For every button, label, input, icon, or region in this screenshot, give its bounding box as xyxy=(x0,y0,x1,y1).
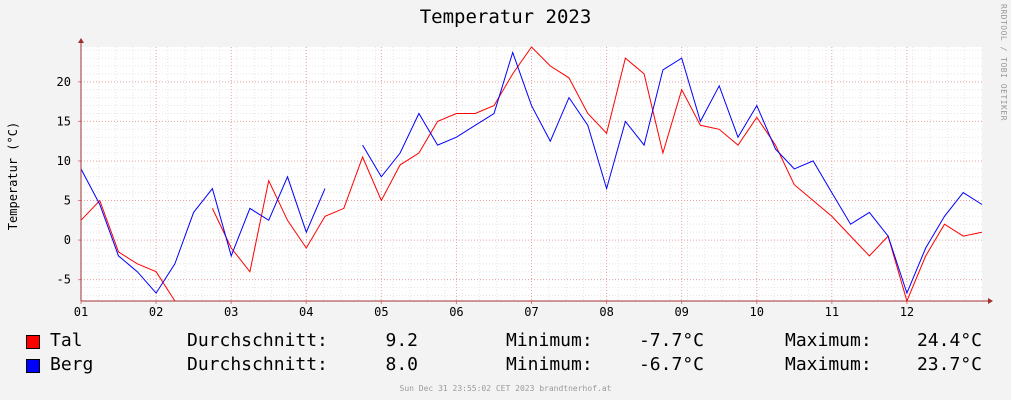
x-tick-label: 03 xyxy=(224,305,238,319)
rrdtool-watermark: RRDTOOL / TOBI OETIKER xyxy=(999,4,1008,121)
legend-min-value-berg: -6.7°C xyxy=(638,354,704,375)
legend-label-tal: Tal xyxy=(50,330,83,351)
series-line-berg xyxy=(362,50,983,295)
y-tick-label: 20 xyxy=(57,75,71,89)
y-tick-label: -5 xyxy=(57,273,71,287)
series-line-berg xyxy=(80,168,326,294)
x-tick-label: 10 xyxy=(750,305,764,319)
x-tick-label: 11 xyxy=(825,305,839,319)
legend-row-tal: Tal Durchschnitt: 9.2 Minimum: -7.7°C Ma… xyxy=(26,330,996,352)
legend-swatch-tal xyxy=(26,335,40,349)
legend-min-value-tal: -7.7°C xyxy=(638,330,704,351)
x-tick-label: 07 xyxy=(524,305,538,319)
y-tick-label: 0 xyxy=(64,233,71,247)
x-axis-arrow xyxy=(988,298,993,304)
y-tick-label: 15 xyxy=(57,114,71,128)
y-tick-label: 10 xyxy=(57,154,71,168)
x-tick-label: 12 xyxy=(900,305,914,319)
legend-avg-label-tal: Durchschnitt: xyxy=(187,330,328,351)
legend-label-berg: Berg xyxy=(50,354,94,375)
y-axis-arrow xyxy=(78,38,84,43)
legend-avg-label-berg: Durchschnitt: xyxy=(187,354,328,375)
legend-max-value-berg: 23.7°C xyxy=(916,354,982,375)
legend-avg-value-tal: 9.2 xyxy=(385,330,418,351)
x-tick-label: 09 xyxy=(674,305,688,319)
legend-row-berg: Berg Durchschnitt: 8.0 Minimum: -6.7°C M… xyxy=(26,354,996,376)
series-line-tal xyxy=(211,46,983,303)
legend-max-label-tal: Maximum: xyxy=(785,330,872,351)
legend-swatch-berg xyxy=(26,359,40,373)
x-tick-label: 08 xyxy=(599,305,613,319)
x-tick-label: 06 xyxy=(449,305,463,319)
chart-title: Temperatur 2023 xyxy=(419,6,592,28)
x-tick-label: 04 xyxy=(299,305,313,319)
footer-timestamp: Sun Dec 31 23:55:02 CET 2023 brandtnerho… xyxy=(399,384,612,393)
x-tick-label: 01 xyxy=(74,305,88,319)
series-line-tal xyxy=(80,199,176,302)
x-tick-label: 05 xyxy=(374,305,388,319)
x-tick-label: 02 xyxy=(149,305,163,319)
y-tick-label: 5 xyxy=(64,194,71,208)
legend-max-label-berg: Maximum: xyxy=(785,354,872,375)
legend-avg-value-berg: 8.0 xyxy=(385,354,418,375)
legend-min-label-tal: Minimum: xyxy=(506,330,593,351)
legend-min-label-berg: Minimum: xyxy=(506,354,593,375)
legend-max-value-tal: 24.4°C xyxy=(916,330,982,351)
